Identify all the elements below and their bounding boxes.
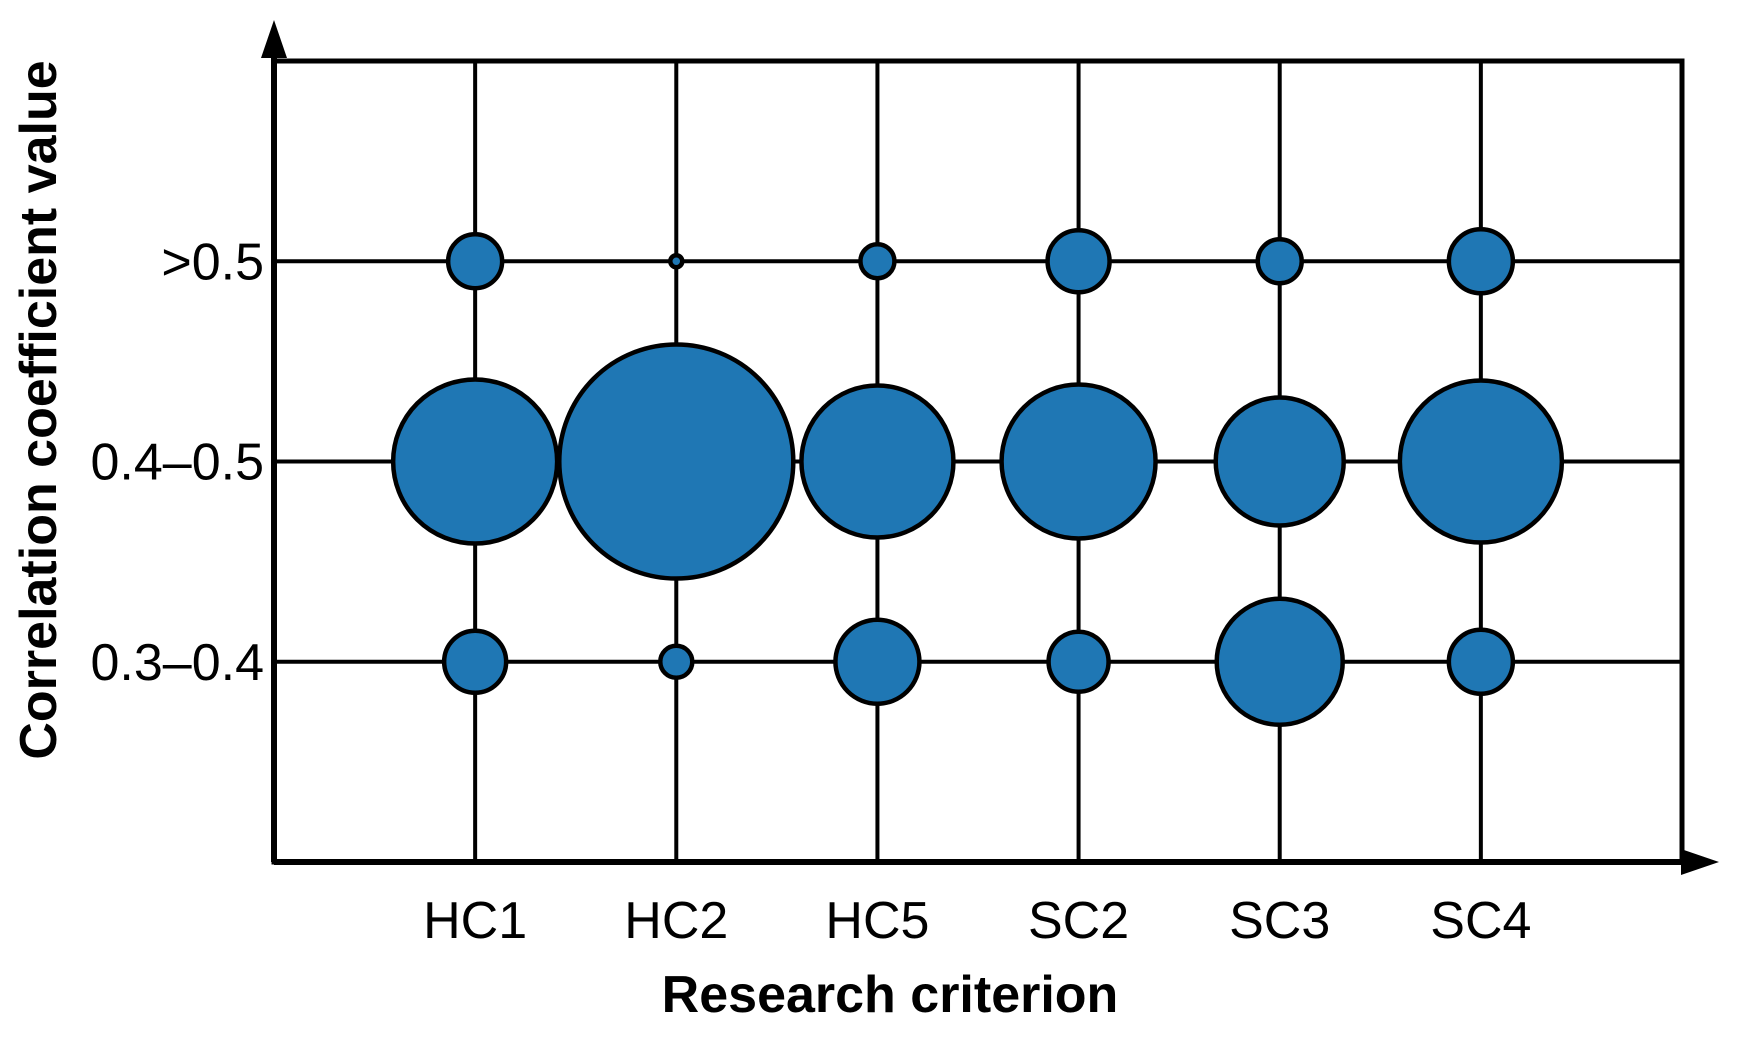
bubble-sc3-row0 xyxy=(1255,237,1304,286)
bubble-sc4-row0 xyxy=(1446,227,1516,296)
x-tick-label-hc2: HC2 xyxy=(624,892,728,950)
y-tick-label-2: 0.3–0.4 xyxy=(91,634,265,692)
bubble-sc2-row2 xyxy=(1046,629,1111,694)
bubble-hc1-row2 xyxy=(441,628,509,695)
x-tick-label-sc4: SC4 xyxy=(1430,892,1531,950)
bubble-hc5-row1 xyxy=(799,383,956,540)
bubble-sc3-row1 xyxy=(1213,395,1346,528)
bubble-hc2-row1 xyxy=(557,342,796,581)
x-axis-title: Research criterion xyxy=(662,966,1119,1024)
bubble-hc1-row1 xyxy=(390,377,560,546)
x-tick-label-hc1: HC1 xyxy=(423,892,527,950)
bubble-hc5-row2 xyxy=(833,617,922,706)
tick-layer: >0.5 0.4–0.5 0.3–0.4 HC1 HC2 HC5 SC2 SC3 SC4 xyxy=(91,233,1532,950)
bubble-sc4-row2 xyxy=(1446,627,1516,696)
bubble-hc1-row0 xyxy=(445,232,505,291)
x-tick-label-sc3: SC3 xyxy=(1229,892,1330,950)
bubble-hc5-row0 xyxy=(858,242,897,281)
bubble-sc3-row2 xyxy=(1214,596,1345,727)
y-axis-title: Correlation coefficient value xyxy=(10,60,68,759)
y-tick-label-1: 0.4–0.5 xyxy=(91,434,265,492)
bubble-hc2-row2 xyxy=(658,643,695,680)
x-tick-label-hc5: HC5 xyxy=(825,892,929,950)
bubble-sc2-row0 xyxy=(1045,228,1112,295)
bubble-layer xyxy=(390,227,1565,727)
bubble-sc2-row1 xyxy=(999,382,1158,541)
y-tick-label-0: >0.5 xyxy=(161,233,264,291)
bubble-hc2-row0 xyxy=(668,253,685,270)
x-axis-arrow-icon xyxy=(1681,849,1719,875)
bubble-sc4-row1 xyxy=(1397,378,1565,545)
y-axis-arrow-icon xyxy=(261,20,287,58)
x-tick-label-sc2: SC2 xyxy=(1028,892,1129,950)
